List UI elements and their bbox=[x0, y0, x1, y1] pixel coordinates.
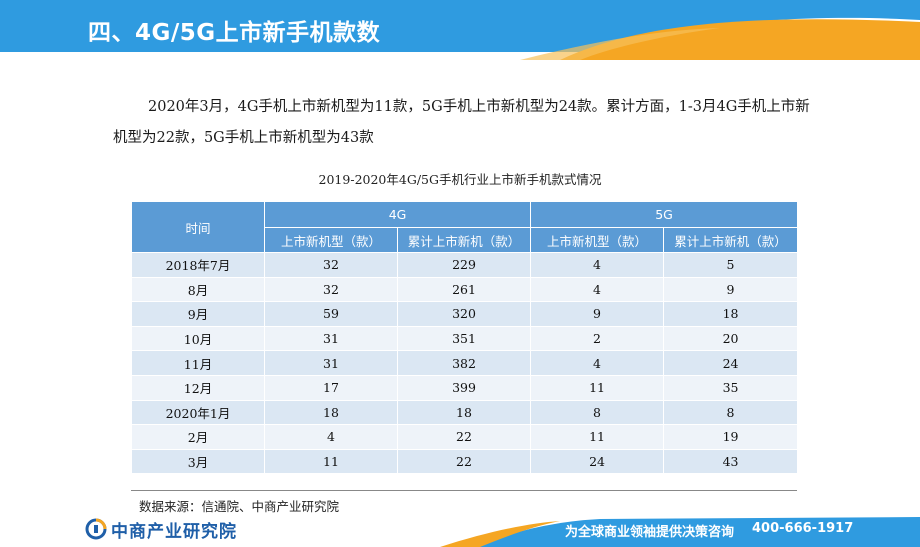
column-header-4g-new: 上市新机型（款） bbox=[264, 227, 398, 253]
table-row: 8月 32 261 4 9 bbox=[131, 276, 799, 303]
value-cell: 5 bbox=[663, 252, 799, 278]
value-cell: 11 bbox=[264, 448, 398, 475]
value-cell: 4 bbox=[530, 252, 665, 278]
group-header-5g: 5G bbox=[530, 201, 799, 228]
value-cell: 229 bbox=[396, 252, 532, 278]
value-cell: 399 bbox=[396, 374, 532, 401]
value-cell: 18 bbox=[264, 399, 398, 426]
column-header-5g-cumulative: 累计上市新机（款） bbox=[663, 227, 799, 253]
company-logo: 中商产业研究院 bbox=[85, 518, 237, 542]
table-body: 2018年7月 32 229 4 5 8月 32 261 4 9 9月 59 320 9 18 10月 31 35… bbox=[131, 252, 799, 475]
header-banner: 四、4G/5G上市新手机款数 bbox=[0, 0, 920, 60]
value-cell: 24 bbox=[663, 350, 799, 376]
row-time-cell: 10月 bbox=[131, 325, 265, 352]
value-cell: 22 bbox=[396, 448, 532, 475]
value-cell: 9 bbox=[663, 276, 799, 303]
table-row: 3月 11 22 24 43 bbox=[131, 448, 799, 475]
footer-bar bbox=[0, 517, 920, 547]
value-cell: 4 bbox=[530, 276, 665, 303]
value-cell: 31 bbox=[264, 350, 398, 376]
value-cell: 382 bbox=[396, 350, 532, 376]
intro-paragraph: 2020年3月，4G手机上市新机型为11款，5G手机上市新机型为24款。累计方面… bbox=[113, 99, 810, 146]
row-time-cell: 12月 bbox=[131, 374, 265, 401]
table-caption: 2019-2020年4G/5G手机行业上市新手机款式情况 bbox=[318, 172, 602, 187]
row-time-cell: 2月 bbox=[131, 424, 265, 450]
divider bbox=[131, 490, 797, 491]
value-cell: 32 bbox=[264, 252, 398, 278]
table-row: 10月 31 351 2 20 bbox=[131, 325, 799, 352]
table-row: 2020年1月 18 18 8 8 bbox=[131, 399, 799, 426]
value-cell: 4 bbox=[530, 350, 665, 376]
table-row: 9月 59 320 9 18 bbox=[131, 301, 799, 327]
page-title: 四、4G/5G上市新手机款数 bbox=[88, 20, 381, 46]
data-table: 时间 4G 5G 上市新机型（款） 累计上市新机（款） 上市新机型（款） 累计上… bbox=[131, 201, 799, 475]
table-row: 2月 4 22 11 19 bbox=[131, 424, 799, 450]
value-cell: 9 bbox=[530, 301, 665, 327]
value-cell: 18 bbox=[396, 399, 532, 426]
value-cell: 11 bbox=[530, 374, 665, 401]
value-cell: 31 bbox=[264, 325, 398, 352]
table-row: 12月 17 399 11 35 bbox=[131, 374, 799, 401]
value-cell: 59 bbox=[264, 301, 398, 327]
value-cell: 32 bbox=[264, 276, 398, 303]
value-cell: 20 bbox=[663, 325, 799, 352]
column-header-4g-cumulative: 累计上市新机（款） bbox=[396, 227, 532, 253]
row-time-cell: 2018年7月 bbox=[131, 252, 265, 278]
value-cell: 11 bbox=[530, 424, 665, 450]
table-row: 11月 31 382 4 24 bbox=[131, 350, 799, 376]
value-cell: 4 bbox=[264, 424, 398, 450]
source-note: 数据来源：信通院、中商产业研究院 bbox=[139, 499, 340, 514]
row-time-cell: 3月 bbox=[131, 448, 265, 475]
table-row: 2018年7月 32 229 4 5 bbox=[131, 252, 799, 278]
value-cell: 24 bbox=[530, 448, 665, 475]
value-cell: 2 bbox=[530, 325, 665, 352]
value-cell: 261 bbox=[396, 276, 532, 303]
value-cell: 18 bbox=[663, 301, 799, 327]
value-cell: 351 bbox=[396, 325, 532, 352]
value-cell: 8 bbox=[530, 399, 665, 426]
footer-phone: 400-666-1917 bbox=[752, 521, 854, 536]
time-column-header: 时间 bbox=[131, 201, 265, 253]
row-time-cell: 9月 bbox=[131, 301, 265, 327]
logo-mark-icon bbox=[85, 518, 107, 540]
row-time-cell: 8月 bbox=[131, 276, 265, 303]
row-time-cell: 11月 bbox=[131, 350, 265, 376]
value-cell: 35 bbox=[663, 374, 799, 401]
row-time-cell: 2020年1月 bbox=[131, 399, 265, 426]
value-cell: 43 bbox=[663, 448, 799, 475]
value-cell: 320 bbox=[396, 301, 532, 327]
column-header-5g-new: 上市新机型（款） bbox=[530, 227, 665, 253]
value-cell: 8 bbox=[663, 399, 799, 426]
footer-slogan: 为全球商业领袖提供决策咨询 bbox=[565, 525, 735, 540]
logo-text: 中商产业研究院 bbox=[111, 521, 237, 542]
value-cell: 17 bbox=[264, 374, 398, 401]
value-cell: 19 bbox=[663, 424, 799, 450]
footer-background bbox=[440, 517, 920, 547]
value-cell: 22 bbox=[396, 424, 532, 450]
group-header-4g: 4G bbox=[263, 201, 532, 228]
header-background bbox=[0, 0, 920, 60]
